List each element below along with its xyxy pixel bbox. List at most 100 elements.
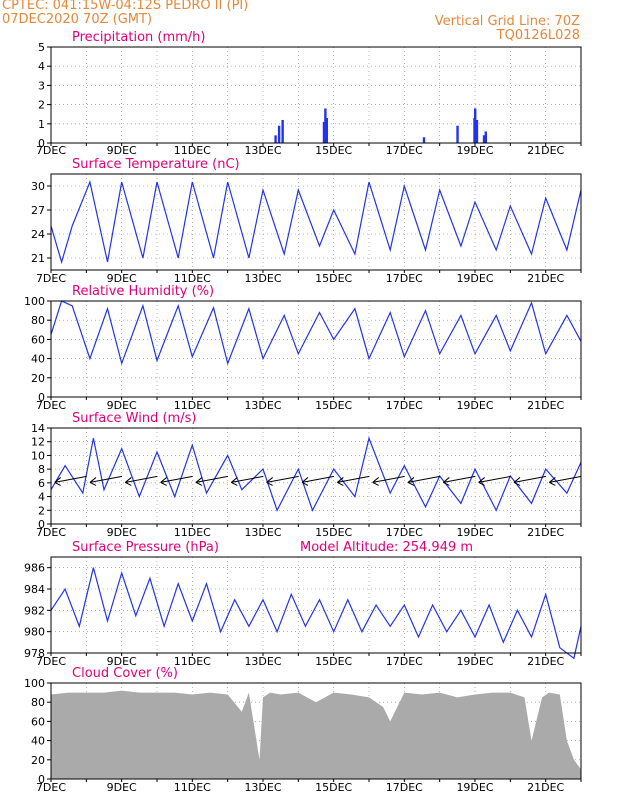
y-tick-label-rh: 0 — [38, 391, 45, 404]
x-tick-label-cloud: 21DEC — [527, 781, 564, 794]
y-tick-label-press: 982 — [24, 604, 45, 617]
x-tick-label-precip: 19DEC — [456, 144, 493, 157]
wind-vector-arrow — [513, 475, 547, 483]
y-tick-label-rh: 80 — [31, 314, 45, 327]
x-tick-label-rh: 17DEC — [386, 399, 423, 412]
x-tick-label-press: 13DEC — [244, 655, 281, 668]
y-tick-label-cloud: 40 — [31, 735, 45, 748]
x-tick-label-press: 21DEC — [527, 655, 564, 668]
x-tick-label-cloud: 11DEC — [174, 781, 211, 794]
wind-vector-head — [89, 477, 97, 486]
wind-vector-arrow — [407, 475, 441, 483]
x-tick-label-temp: 11DEC — [174, 272, 211, 285]
precip-bar — [484, 131, 487, 143]
wind-vector-head — [407, 477, 415, 486]
y-tick-label-press: 980 — [24, 626, 45, 639]
y-tick-label-wind: 12 — [31, 436, 45, 449]
wind-vector-head — [54, 477, 61, 486]
wind-vector-arrow — [443, 475, 476, 483]
y-tick-label-press: 984 — [24, 583, 45, 596]
x-tick-label-temp: 7DEC — [36, 272, 66, 285]
x-tick-label-wind: 21DEC — [527, 526, 564, 539]
y-tick-label-wind: 0 — [38, 518, 45, 531]
x-tick-label-precip: 15DEC — [315, 144, 352, 157]
x-tick-label-temp: 17DEC — [386, 272, 423, 285]
wind-vector-arrow — [89, 475, 123, 483]
wind-vector-arrow — [478, 475, 511, 483]
y-tick-label-precip: 5 — [38, 41, 45, 54]
wind-vector-arrow — [372, 475, 405, 483]
wind-vector-arrow — [54, 475, 87, 483]
x-tick-label-rh: 15DEC — [315, 399, 352, 412]
x-tick-label-press: 7DEC — [36, 655, 66, 668]
wind-vector-arrow — [266, 475, 299, 483]
precip-bar — [482, 135, 486, 143]
x-tick-label-rh: 21DEC — [527, 399, 564, 412]
header-date: 07DEC2020 70Z (GMT) — [2, 12, 153, 27]
y-tick-label-cloud: 80 — [31, 696, 45, 709]
y-tick-label-wind: 10 — [31, 449, 45, 462]
wind-vector-head — [337, 477, 344, 486]
wind-vector-head — [266, 477, 273, 486]
x-tick-label-cloud: 19DEC — [456, 781, 493, 794]
x-tick-label-press: 15DEC — [315, 655, 352, 668]
y-tick-label-precip: 1 — [38, 118, 45, 131]
precip-bar — [277, 125, 281, 143]
panel-frame-press — [50, 556, 582, 654]
y-tick-label-wind: 4 — [38, 491, 45, 504]
x-tick-label-rh: 19DEC — [456, 399, 493, 412]
y-tick-label-wind: 2 — [38, 504, 45, 517]
x-tick-label-wind: 11DEC — [174, 526, 211, 539]
y-tick-label-cloud: 0 — [38, 773, 45, 786]
precip-bar — [456, 125, 459, 143]
y-tick-label-cloud: 60 — [31, 715, 45, 728]
x-tick-label-precip: 9DEC — [107, 144, 137, 157]
y-tick-label-precip: 3 — [38, 79, 45, 92]
header-station: CPTEC: 041:15W-04:12S PEDRO II (PI) — [2, 0, 249, 13]
panel-frame-precip — [50, 46, 582, 144]
panel-frame-rh — [50, 300, 582, 398]
panel-frame-wind — [50, 427, 582, 525]
wind-vector-head — [513, 477, 521, 486]
x-tick-label-precip: 21DEC — [527, 144, 564, 157]
x-tick-label-rh: 7DEC — [36, 399, 66, 412]
precip-bar — [325, 118, 328, 143]
x-tick-label-press: 19DEC — [456, 655, 493, 668]
wind-vector-arrow — [160, 475, 193, 483]
x-tick-label-cloud: 9DEC — [107, 781, 137, 794]
header-grid-line: Vertical Grid Line: 70Z — [434, 14, 580, 29]
y-tick-label-wind: 8 — [38, 463, 45, 476]
wind-vector-head — [195, 477, 203, 486]
x-tick-label-rh: 9DEC — [107, 399, 137, 412]
y-tick-label-wind: 14 — [31, 422, 45, 435]
x-tick-label-temp: 15DEC — [315, 272, 352, 285]
cloud-cover-area — [51, 690, 581, 779]
wind-vector-head — [372, 477, 379, 486]
y-tick-label-cloud: 20 — [31, 754, 45, 767]
y-tick-label-precip: 4 — [38, 60, 45, 73]
panel-title-rh: Relative Humidity (%) — [72, 284, 214, 299]
x-tick-label-wind: 13DEC — [244, 526, 281, 539]
precip-bar — [474, 108, 477, 143]
y-tick-label-rh: 40 — [31, 353, 45, 366]
panel-frame-temp — [50, 173, 582, 271]
precip-bar — [422, 137, 426, 143]
y-tick-label-rh: 100 — [24, 295, 45, 308]
wind-vector-arrow — [337, 475, 370, 483]
x-tick-label-precip: 7DEC — [36, 144, 66, 157]
panel-frame-cloud — [50, 682, 582, 780]
panel-title-precip: Precipitation (mm/h) — [72, 30, 205, 45]
x-tick-label-wind: 9DEC — [107, 526, 137, 539]
wind-vector-arrow — [301, 475, 335, 483]
wind-vector-head — [301, 477, 309, 486]
y-tick-label-temp: 27 — [31, 204, 45, 217]
wind-vector-arrow — [125, 475, 158, 483]
x-tick-label-cloud: 13DEC — [244, 781, 281, 794]
x-tick-label-precip: 17DEC — [386, 144, 423, 157]
y-tick-label-precip: 2 — [38, 99, 45, 112]
series-line-rh — [50, 300, 582, 366]
precip-bar — [324, 108, 327, 143]
x-tick-label-temp: 13DEC — [244, 272, 281, 285]
precip-bar — [322, 121, 326, 143]
y-tick-label-wind: 6 — [38, 477, 45, 490]
